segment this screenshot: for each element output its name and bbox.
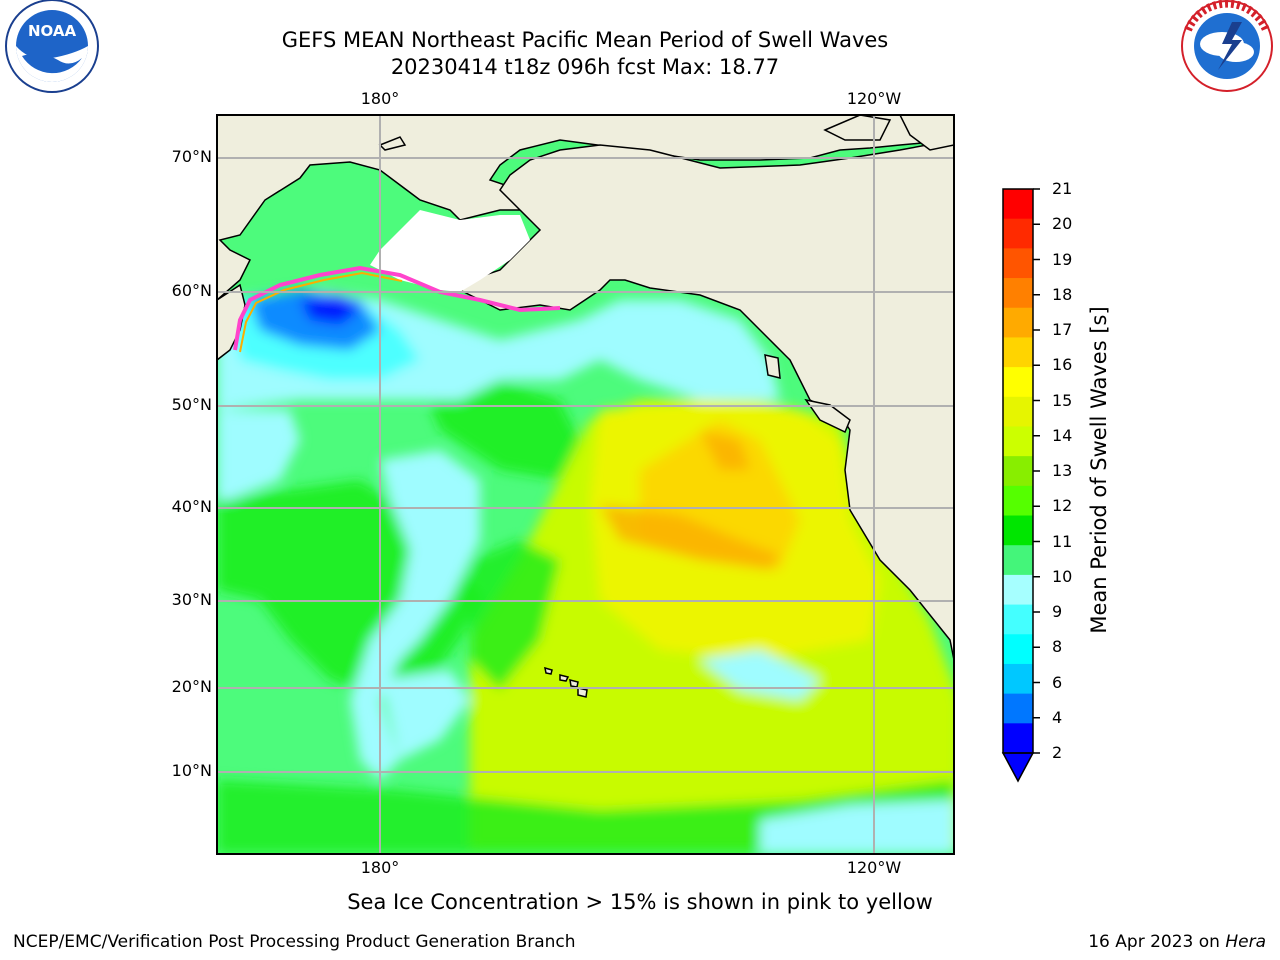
colorbar-segment	[1003, 189, 1033, 220]
colorbar-tick-label: 17	[1052, 320, 1073, 339]
swell-period-map	[217, 115, 954, 854]
colorbar-tick-label: 15	[1052, 390, 1073, 410]
colorbar-tick-label: 10	[1052, 566, 1073, 586]
colorbar-tick-label: 12	[1052, 496, 1073, 516]
colorbar-segment	[1003, 278, 1033, 309]
colorbar-tick-label: 20	[1052, 214, 1073, 234]
colorbar-segment	[1003, 396, 1033, 427]
lat-label-30n: 30°N	[171, 590, 212, 609]
map-frame	[216, 114, 955, 855]
footer-date-text: 16 Apr 2023 on	[1088, 932, 1226, 952]
colorbar-tick-label: 6	[1052, 672, 1063, 692]
lat-label-70n: 70°N	[171, 147, 212, 166]
colorbar-tick-label: 2	[1052, 743, 1063, 762]
lon-label-bottom-180: 180°	[360, 858, 400, 877]
footer-date: 16 Apr 2023 on Hera	[1088, 932, 1266, 952]
colorbar-tick-label: 19	[1052, 249, 1073, 269]
colorbar-segment	[1003, 485, 1033, 517]
colorbar	[1003, 188, 1040, 754]
colorbar-segment	[1003, 456, 1033, 487]
colorbar-tick-label: 13	[1052, 461, 1073, 480]
colorbar-segment	[1003, 307, 1033, 338]
colorbar-segment	[1003, 574, 1033, 606]
lon-label-bottom-120w: 120°W	[846, 858, 902, 877]
colorbar-tick-label: 8	[1052, 637, 1063, 657]
colorbar-segment	[1003, 248, 1033, 279]
colorbar-tick-label: 21	[1052, 179, 1073, 198]
land	[217, 115, 954, 698]
colorbar-segment	[1003, 426, 1033, 457]
lon-label-top-180: 180°	[360, 89, 400, 108]
lat-label-60n: 60°N	[171, 281, 212, 300]
lat-label-50n: 50°N	[171, 395, 212, 414]
sea-ice-note: Sea Ice Concentration > 15% is shown in …	[347, 890, 933, 914]
colorbar-segment	[1003, 634, 1033, 665]
colorbar-tick-label: 11	[1052, 531, 1073, 551]
noaa-logo-text: NOAA	[28, 22, 77, 40]
colorbar-segment	[1003, 218, 1033, 249]
graticule	[217, 115, 954, 854]
map-subtitle: 20230414 t18z 096h fcst Max: 18.77	[390, 55, 780, 79]
lat-label-40n: 40°N	[171, 497, 212, 516]
colorbar-segment	[1003, 545, 1033, 576]
colorbar-segment	[1003, 337, 1033, 368]
colorbar-tick-label: 14	[1052, 425, 1073, 445]
colorbar-tick-label: 16	[1052, 355, 1073, 375]
colorbar-tick-label: 4	[1052, 707, 1063, 727]
colorbar-tick-label: 9	[1052, 602, 1063, 621]
colorbar-tick-label: 18	[1052, 284, 1073, 304]
colorbar-extend-arrow	[1001, 752, 1035, 783]
colorbar-segment	[1003, 515, 1033, 546]
colorbar-label: Mean Period of Swell Waves [s]	[1087, 306, 1111, 634]
colorbar-frame	[1002, 188, 1034, 754]
colorbar-segment	[1003, 693, 1033, 724]
map-title: GEFS MEAN Northeast Pacific Mean Period …	[281, 28, 889, 52]
colorbar-segment	[1003, 367, 1033, 398]
colorbar-segment	[1003, 604, 1033, 635]
noaa-logo: NOAA	[5, 0, 99, 93]
lat-label-20n: 20°N	[171, 677, 212, 696]
lat-label-10n: 10°N	[171, 761, 212, 780]
nws-logo	[1181, 0, 1273, 92]
footer-organization: NCEP/EMC/Verification Post Processing Pr…	[13, 932, 576, 952]
footer-host: Hera	[1225, 932, 1266, 952]
lon-label-top-120w: 120°W	[846, 89, 902, 108]
colorbar-segment	[1003, 663, 1033, 695]
colorbar-segment	[1003, 723, 1033, 754]
